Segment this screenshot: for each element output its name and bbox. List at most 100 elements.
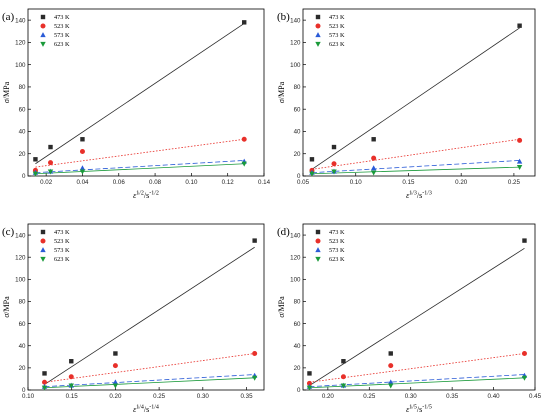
y-tick-label: 120 [290,254,301,261]
y-tick-label: 100 [15,62,26,69]
data-point-473k [242,20,247,25]
plot-frame [302,223,536,391]
y-tick-label: 0 [22,387,26,394]
x-tick-label: 0.20 [322,393,335,400]
fit-line-473k [44,246,255,385]
y-tick-label: 120 [15,40,26,47]
data-point-523k [371,155,377,161]
y-tick-label: 140 [15,232,26,239]
data-point-623k [47,169,54,175]
y-axis-title: σ/MPa [277,81,286,103]
chart-panel-3: (c) 0.10 0.15 0.20 0.25 0.30 0.35 0 20 40 60 80 100 1… [2,223,265,415]
legend: 473 K 523 K 573 K 623 K [315,14,345,48]
data-point-623k [309,171,315,177]
x-axis-title: ε̇1/5/s-1/5 [406,405,432,415]
legend-label: 473 K [54,229,70,236]
x-tick-label: 0.30 [197,393,210,400]
legend-label: 473 K [54,14,70,21]
x-tick-label: 0.10 [22,393,35,400]
legend-label: 523 K [54,238,70,245]
x-tick-label: 0.08 [149,179,162,186]
legend-label: 623 K [329,41,345,48]
data-point-523k [340,374,346,380]
legend-marker [315,238,321,244]
data-point-623k [331,169,337,175]
legend-label: 523 K [329,23,345,30]
legend-marker [315,32,321,38]
data-point-623k [41,385,48,391]
x-tick-label: 0.25 [153,393,166,400]
data-point-473k [341,359,346,364]
y-tick-label: 80 [19,84,26,91]
y-tick-label: 120 [15,254,26,261]
data-point-623k [112,383,119,389]
data-point-523k [521,350,527,356]
legend-label: 573 K [54,247,70,254]
data-point-523k [252,350,258,356]
legend-label: 573 K [329,32,345,39]
x-tick-label: 0.45 [529,393,542,400]
y-tick-label: 40 [19,343,26,350]
fit-line-623k [311,166,520,175]
x-tick-label: 0.30 [405,393,418,400]
legend-marker [40,32,46,38]
y-tick-label: 140 [290,232,301,239]
y-tick-label: 60 [294,321,301,328]
data-point-623k [340,383,347,389]
data-point-523k [331,161,337,167]
y-tick-label: 40 [294,129,301,136]
data-point-623k [68,383,74,389]
x-tick-label: 0.25 [508,179,521,186]
panel-label: (c) [2,226,15,238]
data-point-473k [522,238,527,243]
legend-marker [40,23,46,29]
data-point-573k [112,379,119,385]
fit-line-473k [309,248,525,386]
data-point-473k [33,157,38,162]
legend: 473 K 523 K 573 K 623 K [315,229,345,263]
fit-line-523k [35,138,245,168]
y-tick-label: 140 [290,17,301,24]
data-point-523k [306,380,312,386]
data-point-473k [517,23,522,28]
data-point-623k [241,161,247,167]
data-point-473k [48,144,53,150]
fit-line-573k [311,160,520,174]
y-tick-label: 0 [297,173,301,180]
y-tick-label: 120 [290,40,301,47]
chart-panel-2: (b) 0.05 0.10 0.15 0.20 0.25 0 20 40 60 80 100 120 14… [277,8,536,200]
x-axis-title: ε̇1/4/s-1/4 [133,405,159,415]
data-point-523k [112,363,118,369]
data-point-523k [48,160,54,166]
y-tick-label: 60 [19,321,26,328]
plot-frame [27,8,265,177]
data-point-473k [252,238,257,243]
data-point-623k [32,171,39,177]
data-point-473k [307,371,312,376]
panel-label: (b) [277,11,290,23]
fit-line-623k [44,377,255,389]
chart-panel-1: (a) 0.02 0.04 0.06 0.08 0.10 0.12 0.14 0 20 40 60 80… [2,8,271,201]
legend-marker [40,14,46,20]
x-tick-label: 0.12 [222,179,235,186]
data-point-473k [371,137,376,142]
legend-label: 623 K [329,256,345,263]
legend-marker [315,41,321,47]
data-point-523k [241,136,247,142]
x-tick-label: 0.05 [297,179,310,186]
legend-label: 473 K [329,14,345,21]
legend-marker [40,229,46,235]
legend-label: 523 K [54,23,70,30]
panel-label: (a) [2,11,15,23]
legend: 473 K 523 K 573 K 623 K [40,229,70,263]
x-axis-title: ε̇1/2/s-1/2 [133,191,159,201]
x-tick-label: 0.06 [113,179,126,186]
x-tick-label: 0.14 [258,179,271,186]
x-tick-label: 0.20 [109,393,122,400]
legend-marker [315,247,321,253]
y-tick-label: 20 [294,365,301,372]
y-tick-label: 100 [15,277,26,284]
legend-marker [40,238,46,244]
data-point-523k [79,149,85,155]
